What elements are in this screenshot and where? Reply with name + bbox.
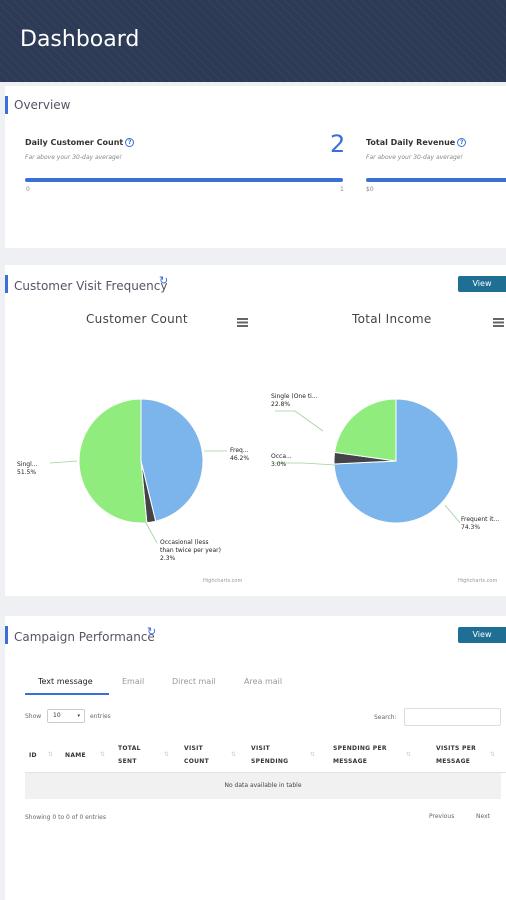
bar-max-label: 1 bbox=[340, 186, 344, 193]
overview-card: Overview Daily Customer Count? Far above… bbox=[5, 86, 506, 248]
progress-bar-customer-count bbox=[25, 178, 343, 182]
campaign-card: Campaign Performance ↻ View Text message… bbox=[5, 616, 506, 900]
search-label: Search: bbox=[374, 714, 397, 721]
data-label-frequent: Freq... 46.2% bbox=[230, 447, 250, 462]
header-bar: Dashboard bbox=[0, 0, 506, 82]
active-tab-indicator bbox=[25, 693, 109, 695]
pie-slice-single[interactable] bbox=[334, 398, 397, 462]
tab-area-mail[interactable]: Area mail bbox=[244, 677, 283, 686]
sort-icon[interactable]: ⇅ bbox=[490, 751, 496, 758]
data-label-connector bbox=[144, 520, 158, 544]
tab-direct-mail[interactable]: Direct mail bbox=[172, 677, 216, 686]
column-header-spending-per-message[interactable]: SPENDING PER MESSAGE bbox=[333, 745, 387, 765]
entries-select[interactable]: 10 ▾ bbox=[47, 709, 85, 723]
sort-icon[interactable]: ⇅ bbox=[231, 751, 237, 758]
data-label-single: Single (One ti... 22.8% bbox=[271, 393, 318, 408]
metric-sub-revenue: Far above your 30-day average! bbox=[366, 154, 463, 161]
entries-label: entries bbox=[90, 713, 111, 720]
metric-value-customer-count: 2 bbox=[330, 130, 346, 158]
sort-icon[interactable]: ⇅ bbox=[100, 751, 106, 758]
metric-label-revenue: Total Daily Revenue? bbox=[366, 138, 467, 147]
progress-bar-revenue bbox=[366, 178, 506, 182]
refresh-icon[interactable]: ↻ bbox=[147, 625, 157, 638]
sort-icon[interactable]: ⇅ bbox=[406, 751, 412, 758]
column-header-visit-spending[interactable]: VISIT SPENDING bbox=[251, 745, 289, 765]
search-input[interactable] bbox=[404, 708, 501, 726]
chart-menu-icon[interactable] bbox=[493, 318, 504, 327]
overview-title: Overview bbox=[14, 98, 71, 112]
chart-menu-icon[interactable] bbox=[237, 318, 248, 327]
sort-icon[interactable]: ⇅ bbox=[48, 751, 54, 758]
metric-sub-customer-count: Far above your 30-day average! bbox=[25, 154, 122, 161]
previous-button[interactable]: Previous bbox=[429, 813, 455, 820]
visit-frequency-card: Customer Visit Frequency ↻ View Customer… bbox=[5, 265, 506, 596]
visit-frequency-title: Customer Visit Frequency bbox=[14, 279, 168, 293]
show-label: Show bbox=[25, 713, 42, 720]
section-accent bbox=[5, 96, 8, 114]
data-label-connector bbox=[275, 410, 324, 432]
chart-credits[interactable]: Highcharts.com bbox=[458, 578, 498, 584]
data-label-connector bbox=[444, 504, 461, 524]
data-label-frequent: Frequent it... 74.3% bbox=[461, 516, 500, 531]
help-icon[interactable]: ? bbox=[125, 138, 135, 147]
view-button[interactable]: View bbox=[458, 627, 506, 643]
table-empty-row: No data available in table bbox=[25, 773, 501, 799]
next-button[interactable]: Next bbox=[476, 813, 490, 820]
pie-slice-single[interactable] bbox=[78, 398, 148, 524]
refresh-icon[interactable]: ↻ bbox=[159, 274, 169, 287]
sort-icon[interactable]: ⇅ bbox=[164, 751, 170, 758]
data-label-connector bbox=[275, 462, 336, 466]
chart-title: Total Income bbox=[352, 312, 432, 326]
chevron-down-icon: ▾ bbox=[77, 713, 80, 719]
column-header-visits-per-message[interactable]: VISITS PER MESSAGE bbox=[436, 745, 477, 765]
section-accent bbox=[5, 275, 8, 293]
metric-label-customer-count: Daily Customer Count? bbox=[25, 138, 135, 147]
chart-title: Customer Count bbox=[86, 312, 188, 326]
pie-chart-total-income bbox=[275, 398, 461, 524]
bar-min-label: 0 bbox=[26, 186, 30, 193]
tab-text-message[interactable]: Text message bbox=[38, 677, 93, 686]
column-header-name[interactable]: NAME bbox=[65, 752, 86, 759]
pie-slice-frequent[interactable] bbox=[140, 398, 204, 522]
table-header-divider bbox=[25, 772, 506, 773]
data-label-occasional: Occasional (less than twice per year) 2.3% bbox=[160, 539, 221, 562]
page-title: Dashboard bbox=[20, 27, 140, 52]
pie-chart-customer-count bbox=[49, 398, 227, 544]
chart-credits[interactable]: Highcharts.com bbox=[203, 578, 243, 584]
bar-min-label-revenue: $0 bbox=[366, 186, 374, 193]
data-label-connector bbox=[49, 460, 78, 464]
data-label-single: Singl... 51.5% bbox=[17, 461, 38, 476]
view-button[interactable]: View bbox=[458, 276, 506, 292]
campaign-title: Campaign Performance bbox=[14, 630, 155, 644]
sort-icon[interactable]: ⇅ bbox=[310, 751, 316, 758]
data-label-occasional: Occa... 3.0% bbox=[271, 453, 292, 468]
column-header-id[interactable]: ID bbox=[29, 752, 37, 759]
column-header-total-sent[interactable]: TOTAL SENT bbox=[118, 745, 141, 765]
tab-email[interactable]: Email bbox=[122, 677, 145, 686]
section-accent bbox=[5, 626, 8, 644]
help-icon[interactable]: ? bbox=[457, 138, 467, 147]
column-header-visit-count[interactable]: VISIT COUNT bbox=[184, 745, 209, 765]
table-info: Showing 0 to 0 of 0 entries bbox=[25, 814, 106, 821]
